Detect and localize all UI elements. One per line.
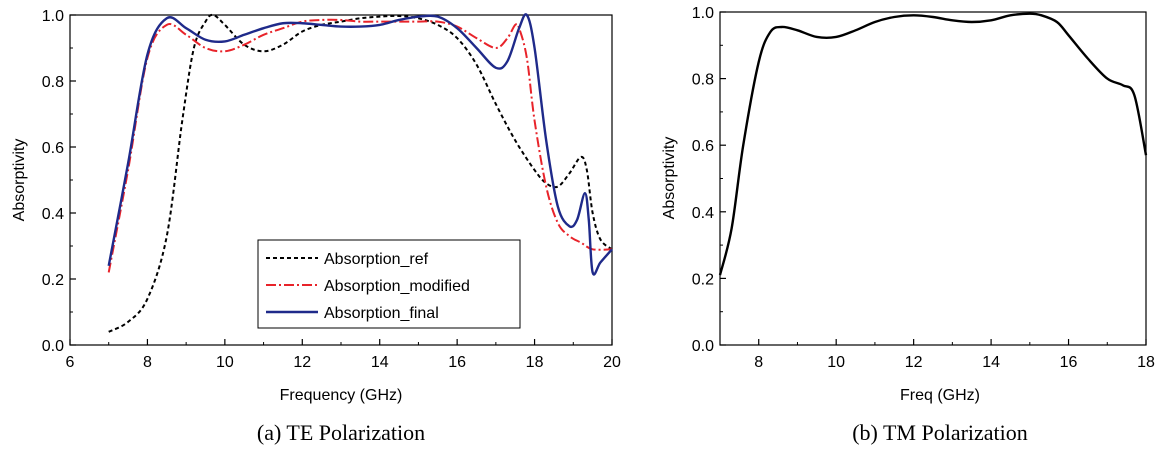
x-tick-label: 6: [66, 354, 75, 371]
x-tick-label: 20: [603, 354, 621, 371]
series-group-a: [107, 13, 613, 333]
y-tick-label: 0.8: [42, 74, 64, 91]
series-line-absorption-final: [107, 13, 613, 276]
y-tick-label: 0.4: [42, 206, 64, 223]
y-ticks-a: 0.0 0.2 0.4 0.6 0.8 1.0: [42, 8, 76, 355]
legend-label-ref: Absorption_ref: [324, 251, 429, 268]
x-tick-label: 12: [293, 354, 311, 371]
series-line-absorption-ref: [108, 13, 613, 333]
x-tick-label: 14: [371, 354, 389, 371]
y-tick-label: 1.0: [692, 5, 714, 22]
y-tick-label: 0.0: [42, 338, 64, 355]
chart-te-polarization: 6 8 10 12 14 16 18 20 0.0 0.2 0.4 0.6 0.8 1.0 Freque…: [11, 8, 621, 445]
caption-b: (b) TM Polarization: [852, 420, 1028, 445]
x-ticks-a: 6 8 10 12 14 16 18 20: [66, 339, 621, 371]
x-tick-label: 14: [982, 354, 1000, 371]
x-tick-label: 18: [526, 354, 544, 371]
y-axis-label-b: Absorptivity: [661, 137, 678, 220]
legend-a: Absorption_ref Absorption_modified Absor…: [257, 239, 521, 329]
legend-label-modified: Absorption_modified: [324, 278, 470, 295]
y-ticks-b: 0.0 0.2 0.4 0.6 0.8 1.0: [692, 5, 726, 355]
y-tick-label: 0.4: [692, 205, 714, 222]
x-axis-label-b: Freq (GHz): [900, 387, 980, 404]
x-tick-label: 10: [216, 354, 234, 371]
y-tick-label: 1.0: [42, 8, 64, 25]
chart-tm-polarization: 8 10 12 14 16 18 0.0 0.2 0.4 0.6 0.8 1.0 Freq (GHz…: [661, 5, 1155, 445]
y-tick-label: 0.6: [692, 138, 714, 155]
y-tick-label: 0.2: [42, 272, 64, 289]
plot-frame-b: [719, 11, 1147, 346]
y-tick-label: 0.6: [42, 140, 64, 157]
x-tick-label: 16: [448, 354, 466, 371]
x-tick-label: 8: [754, 354, 763, 371]
y-tick-label: 0.2: [692, 271, 714, 288]
y-tick-label: 0.8: [692, 72, 714, 89]
series-line-tm-0: [718, 12, 1148, 276]
legend-label-final: Absorption_final: [324, 305, 439, 322]
x-tick-label: 18: [1137, 354, 1155, 371]
series-group-b: [718, 12, 1148, 276]
legend-box-a: [257, 239, 521, 329]
caption-a: (a) TE Polarization: [257, 420, 425, 445]
x-tick-label: 16: [1060, 354, 1078, 371]
y-tick-label: 0.0: [692, 338, 714, 355]
x-axis-label-a: Frequency (GHz): [280, 387, 403, 404]
x-ticks-b: 8 10 12 14 16 18: [754, 339, 1155, 371]
x-tick-label: 8: [143, 354, 152, 371]
y-axis-label-a: Absorptivity: [11, 139, 28, 222]
x-tick-label: 12: [905, 354, 923, 371]
series-line-absorption-modified: [107, 18, 613, 273]
x-tick-label: 10: [827, 354, 845, 371]
